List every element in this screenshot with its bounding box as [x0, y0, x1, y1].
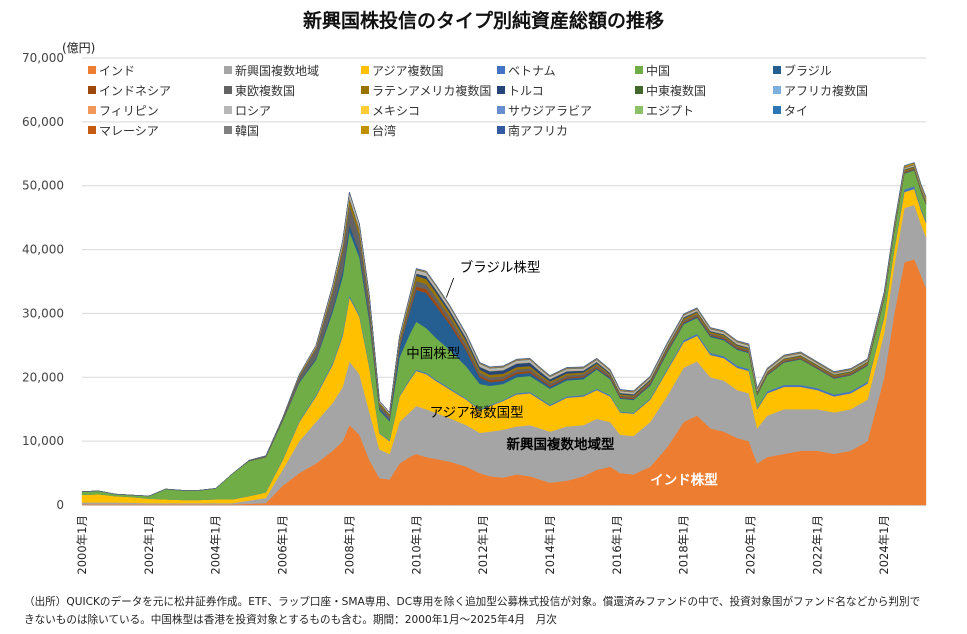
x-tick-label: 2018年1月: [677, 515, 691, 575]
legend-swatch: [88, 66, 96, 74]
legend-swatch: [773, 66, 781, 74]
legend-label: サウジアラビア: [508, 104, 592, 118]
y-unit-label: (億円): [62, 41, 95, 55]
x-tick-label: 2000年1月: [75, 515, 89, 575]
legend-swatch: [361, 126, 369, 134]
legend-swatch: [224, 86, 232, 94]
legend-label: インド: [99, 64, 135, 78]
annotation-label: アジア複数国型: [430, 404, 524, 421]
x-tick-label: 2024年1月: [877, 515, 891, 575]
chart-area: 0 10,000 20,000 30,000 40,000 50,000 60,000 70,…: [22, 41, 927, 575]
legend-label: 南アフリカ: [508, 123, 568, 138]
annotation-label: インド株型: [650, 472, 718, 489]
legend-swatch: [224, 66, 232, 74]
legend-label: 台湾: [372, 123, 396, 138]
legend-label: インドネシア: [99, 84, 171, 98]
legend-swatch: [224, 126, 232, 134]
legend-swatch: [635, 106, 643, 114]
legend-swatch: [88, 86, 96, 94]
x-tick-label: 2006年1月: [276, 515, 290, 575]
legend-swatch: [497, 106, 505, 114]
area-series: [81, 162, 927, 497]
x-tick-label: 2020年1月: [744, 515, 758, 575]
legend-swatch: [497, 126, 505, 134]
annotation-label: 新興国複数地域型: [507, 436, 615, 453]
legend-label: ブラジル: [784, 63, 832, 78]
legend-swatch: [773, 86, 781, 94]
y-tick-label: 70,000: [22, 51, 64, 65]
x-tick-label: 2010年1月: [409, 515, 423, 575]
x-tick-label: 2016年1月: [610, 515, 624, 575]
legend-label: フィリピン: [99, 104, 159, 118]
legend-label: トルコ: [508, 84, 544, 98]
x-tick-label: 2012年1月: [476, 515, 490, 575]
legend-label: ラテンアメリカ複数国: [372, 83, 491, 98]
legend-label: アフリカ複数国: [784, 83, 868, 98]
axes: 0 10,000 20,000 30,000 40,000 50,000 60,000 70,…: [22, 41, 891, 575]
legend-swatch: [497, 86, 505, 94]
legend-label: ベトナム: [508, 64, 556, 78]
stacked-areas: [81, 162, 927, 506]
legend-label: 韓国: [235, 124, 259, 138]
legend-label: タイ: [784, 104, 808, 118]
legend-label: マレーシア: [99, 124, 159, 138]
x-tick-label: 2004年1月: [209, 515, 223, 575]
annotation-label: 中国株型: [406, 346, 460, 362]
legend-swatch: [497, 66, 505, 74]
y-tick-label: 10,000: [22, 434, 64, 448]
legend-label: 新興国複数地域: [235, 63, 319, 78]
legend-label: メキシコ: [372, 104, 420, 118]
x-tick-label: 2014年1月: [543, 515, 557, 575]
legend-label: 中国: [646, 63, 670, 78]
legend-swatch: [773, 106, 781, 114]
x-tick-label: 2002年1月: [142, 515, 156, 575]
legend-swatch: [361, 86, 369, 94]
x-tick-label: 2022年1月: [810, 515, 824, 575]
legend-swatch: [635, 66, 643, 74]
y-tick-label: 30,000: [22, 306, 64, 320]
source-note-line-1: （出所）QUICKのデータを元に松井証券作成。ETF、ラップ口座・SMA専用、D…: [24, 596, 921, 608]
x-tick-label: 2008年1月: [342, 515, 356, 575]
legend-label: ロシア: [235, 104, 271, 118]
legend-label: 東欧複数国: [235, 83, 295, 98]
legend-label: エジプト: [646, 104, 694, 118]
legend-swatch: [224, 106, 232, 114]
legend-swatch: [88, 126, 96, 134]
y-tick-label: 50,000: [22, 179, 64, 193]
source-note-line-2: きないものは除いている。中国株型は香港を投資対象とするものも含む。期間：2000…: [24, 614, 557, 626]
y-tick-label: 60,000: [22, 115, 64, 129]
chart-title: 新興国株投信のタイプ別純資産総額の推移: [302, 10, 664, 32]
legend-swatch: [361, 66, 369, 74]
annotation-label: ブラジル株型: [460, 259, 541, 276]
y-tick-label: 20,000: [22, 370, 64, 384]
y-tick-label: 40,000: [22, 243, 64, 257]
legend-swatch: [635, 86, 643, 94]
legend-swatch: [88, 106, 96, 114]
legend-label: アジア複数国: [372, 63, 444, 78]
y-tick-label: 0: [56, 498, 64, 512]
legend-label: 中東複数国: [646, 83, 706, 98]
annotation-leader: [445, 277, 455, 298]
legend-swatch: [361, 106, 369, 114]
